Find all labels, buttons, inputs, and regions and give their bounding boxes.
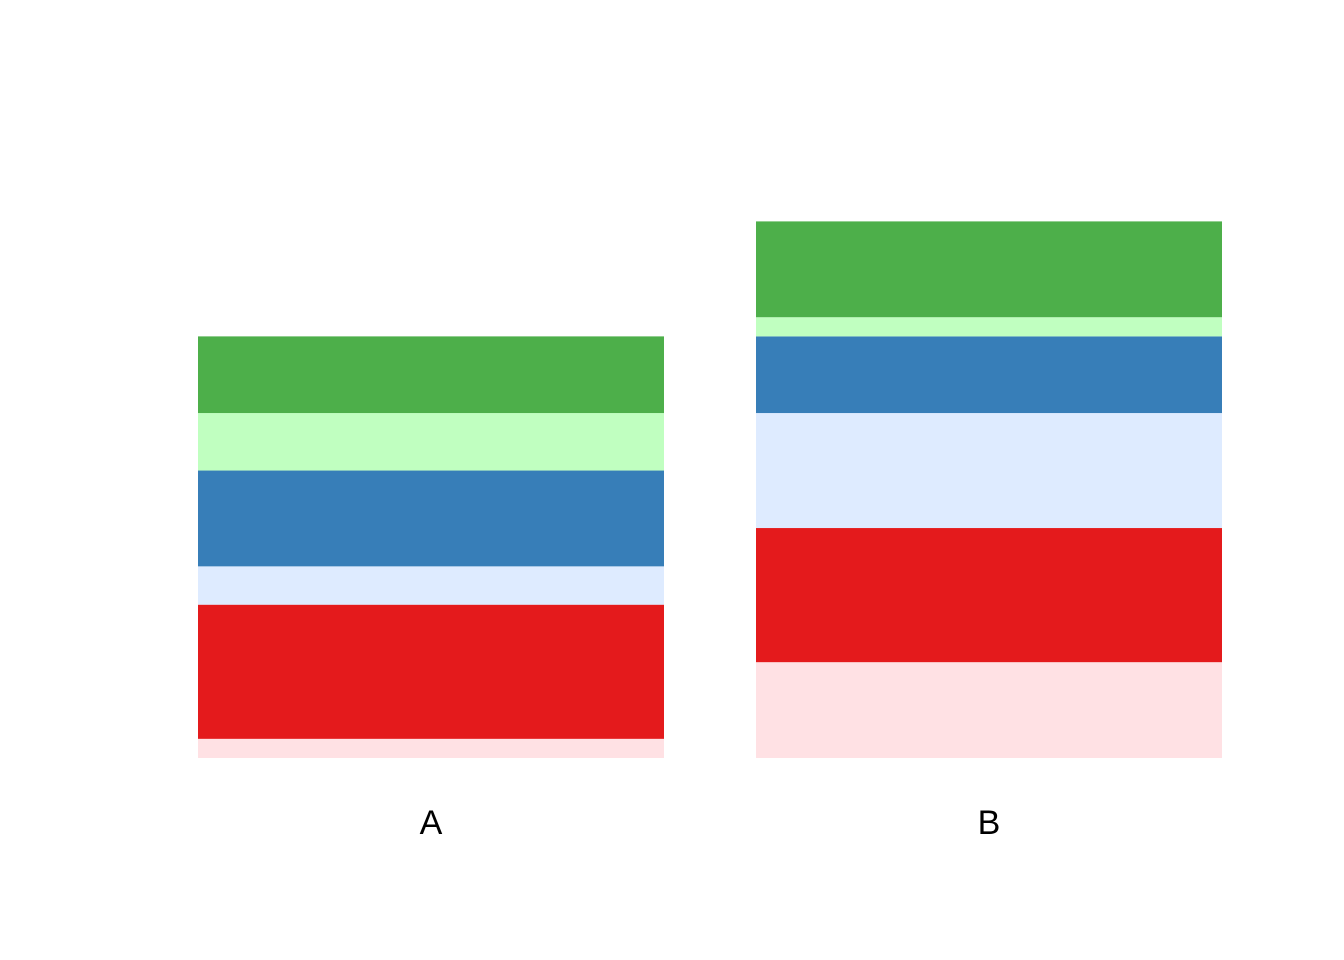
bar-segment-a-6 — [198, 336, 664, 414]
bar-segment-b-3 — [756, 413, 1222, 529]
bar-segment-b-4 — [756, 336, 1222, 414]
bar-segment-b-6 — [756, 221, 1222, 318]
bars-layer — [198, 221, 1222, 758]
bar-segment-b-1 — [756, 662, 1222, 758]
category-label-b: B — [978, 804, 1001, 842]
bar-segment-a-2 — [198, 604, 664, 739]
bar-segment-b-5 — [756, 317, 1222, 337]
bar-segment-a-3 — [198, 566, 664, 605]
bar-segment-a-1 — [198, 738, 664, 758]
category-labels: A B — [420, 804, 1001, 842]
category-label-a: A — [420, 804, 443, 842]
bar-segment-b-2 — [756, 528, 1222, 663]
bar-segment-a-4 — [198, 470, 664, 567]
bar-segment-a-5 — [198, 413, 664, 471]
